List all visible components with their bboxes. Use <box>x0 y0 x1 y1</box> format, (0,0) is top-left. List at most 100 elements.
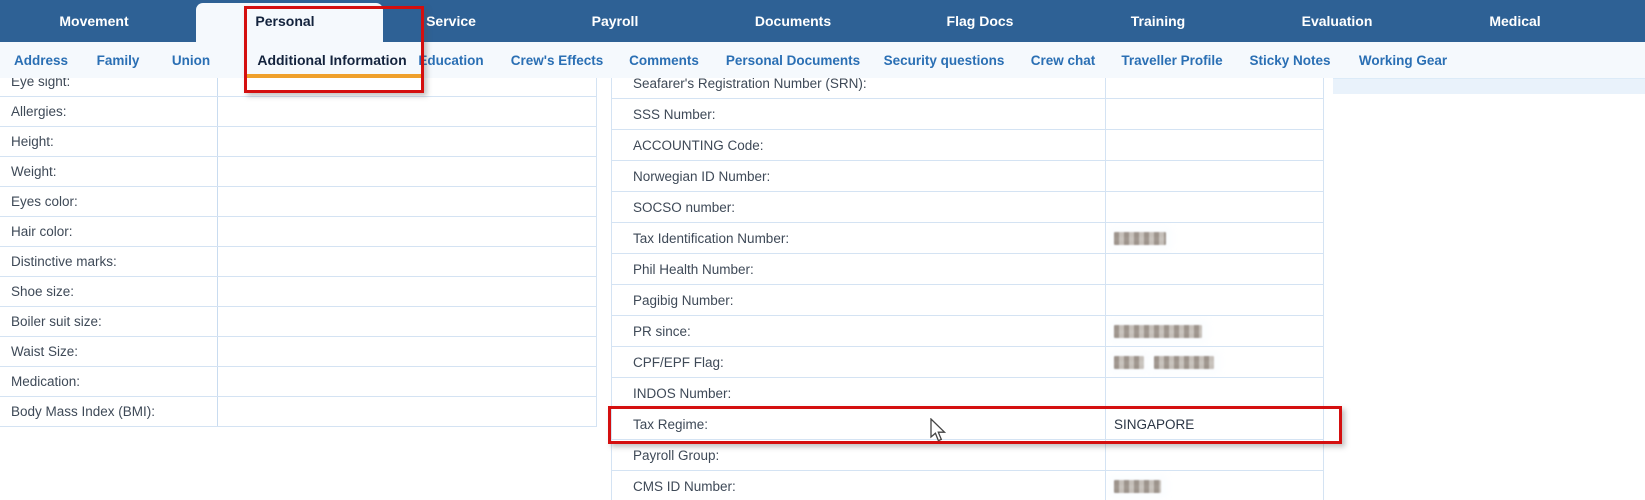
field-value-hair-color[interactable] <box>218 217 597 246</box>
field-label-text: Allergies: <box>11 104 67 119</box>
field-value-medication[interactable] <box>218 367 597 396</box>
field-value-eyes-color[interactable] <box>218 187 597 216</box>
top-tab-bar: Movement Personal Service Payroll Documents F… <box>0 0 1645 42</box>
sub-tab-education[interactable]: Education <box>418 52 484 68</box>
field-label: Allergies: <box>0 97 218 126</box>
field-label: ACCOUNTING Code: <box>612 130 1106 160</box>
sub-tab-additional-information[interactable]: Additional Information <box>257 52 407 68</box>
field-row-hair-color: Hair color: <box>0 217 597 247</box>
field-label: Boiler suit size: <box>0 307 218 336</box>
physical-attributes-panel: Eye sight: Allergies: Height: Weight: Eyes c… <box>0 67 597 427</box>
sub-tab-comments[interactable]: Comments <box>629 52 699 68</box>
field-label-text: Waist Size: <box>11 344 79 359</box>
active-tab-background <box>196 3 383 42</box>
sub-tab-security-questions[interactable]: Security questions <box>883 52 1005 68</box>
field-label-text: Hair color: <box>11 224 73 239</box>
sub-tab-working-gear[interactable]: Working Gear <box>1358 52 1448 68</box>
field-value-seafarer-s-registration-number-srn[interactable] <box>1106 68 1324 98</box>
sub-tab-address[interactable]: Address <box>13 52 69 68</box>
field-label-text: Medication: <box>11 374 81 389</box>
top-tab-documents[interactable]: Documents <box>754 13 832 29</box>
field-label-text: CMS ID Number: <box>633 478 736 494</box>
field-value-cms-id-number[interactable] <box>1106 471 1324 500</box>
field-label-text: ACCOUNTING Code: <box>633 137 764 153</box>
field-value-body-mass-index-bmi[interactable] <box>218 397 597 426</box>
field-row-allergies: Allergies: <box>0 97 597 127</box>
field-label-text: PR since: <box>633 323 691 339</box>
field-label-text: Tax Regime: <box>633 416 709 432</box>
field-label-text: SSS Number: <box>633 106 716 122</box>
field-row-weight: Weight: <box>0 157 597 187</box>
field-value-tax-regime[interactable]: SINGAPORE <box>1106 409 1324 439</box>
field-value-waist-size[interactable] <box>218 337 597 366</box>
annotation-box-personal-tab <box>244 6 424 93</box>
sub-tab-crew-chat[interactable]: Crew chat <box>1030 52 1096 68</box>
field-label: Seafarer's Registration Number (SRN): <box>612 68 1106 98</box>
field-row-waist-size: Waist Size: <box>0 337 597 367</box>
field-row-cpf-epf-flag: CPF/EPF Flag: <box>612 347 1324 378</box>
field-label-text: Norwegian ID Number: <box>633 168 771 184</box>
field-row-medication: Medication: <box>0 367 597 397</box>
field-row-tax-regime: Tax Regime: SINGAPORE <box>612 409 1324 440</box>
field-value-text: SINGAPORE <box>1114 416 1195 432</box>
field-value-accounting-code[interactable] <box>1106 130 1324 160</box>
field-row-tax-identification-number: Tax Identification Number: <box>612 223 1324 254</box>
sub-tab-family[interactable]: Family <box>96 52 140 68</box>
field-value-norwegian-id-number[interactable] <box>1106 161 1324 191</box>
field-row-pagibig-number: Pagibig Number: <box>612 285 1324 316</box>
field-label: Medication: <box>0 367 218 396</box>
field-value-distinctive-marks[interactable] <box>218 247 597 276</box>
sub-tab-personal-documents[interactable]: Personal Documents <box>725 52 861 68</box>
field-label-text: INDOS Number: <box>633 385 732 401</box>
field-value-phil-health-number[interactable] <box>1106 254 1324 284</box>
field-label-text: Distinctive marks: <box>11 254 117 269</box>
field-label-text: Phil Health Number: <box>633 261 754 277</box>
field-value-allergies[interactable] <box>218 97 597 126</box>
field-value-tax-identification-number[interactable] <box>1106 223 1324 253</box>
field-value-indos-number[interactable] <box>1106 378 1324 408</box>
field-label: Norwegian ID Number: <box>612 161 1106 191</box>
top-tab-service[interactable]: Service <box>426 13 476 29</box>
field-value-eye-sight[interactable] <box>218 67 597 96</box>
sub-tab-traveller-profile[interactable]: Traveller Profile <box>1121 52 1223 68</box>
mouse-cursor-icon <box>929 417 948 449</box>
redacted-value-patch <box>1114 355 1144 369</box>
field-value-payroll-group[interactable] <box>1106 440 1324 470</box>
field-value-weight[interactable] <box>218 157 597 186</box>
field-label-text: Shoe size: <box>11 284 75 299</box>
field-label: CPF/EPF Flag: <box>612 347 1106 377</box>
field-label-text: Height: <box>11 134 54 149</box>
field-label: SSS Number: <box>612 99 1106 129</box>
field-row-shoe-size: Shoe size: <box>0 277 597 307</box>
sub-tab-crew-s-effects[interactable]: Crew's Effects <box>510 52 604 68</box>
right-empty-panel-header <box>1333 78 1645 94</box>
field-label: Eyes color: <box>0 187 218 216</box>
field-value-socso-number[interactable] <box>1106 192 1324 222</box>
top-tab-personal[interactable]: Personal <box>255 13 315 29</box>
field-value-cpf-epf-flag[interactable] <box>1106 347 1324 377</box>
field-value-height[interactable] <box>218 127 597 156</box>
field-value-shoe-size[interactable] <box>218 277 597 306</box>
redacted-value-patch <box>1154 355 1214 369</box>
top-tab-payroll[interactable]: Payroll <box>591 13 639 29</box>
field-label-text: Weight: <box>11 164 57 179</box>
field-label: CMS ID Number: <box>612 471 1106 500</box>
field-label: Payroll Group: <box>612 440 1106 470</box>
field-label: Body Mass Index (BMI): <box>0 397 218 426</box>
top-tab-training[interactable]: Training <box>1130 13 1186 29</box>
field-label-text: Payroll Group: <box>633 447 720 463</box>
sub-tab-union[interactable]: Union <box>171 52 211 68</box>
top-tab-medical[interactable]: Medical <box>1489 13 1541 29</box>
sub-tab-sticky-notes[interactable]: Sticky Notes <box>1249 52 1331 68</box>
field-label: Hair color: <box>0 217 218 246</box>
field-row-indos-number: INDOS Number: <box>612 378 1324 409</box>
top-tab-evaluation[interactable]: Evaluation <box>1301 13 1373 29</box>
top-tab-flag-docs[interactable]: Flag Docs <box>946 13 1014 29</box>
field-value-sss-number[interactable] <box>1106 99 1324 129</box>
field-value-pr-since[interactable] <box>1106 316 1324 346</box>
field-label: PR since: <box>612 316 1106 346</box>
field-value-boiler-suit-size[interactable] <box>218 307 597 336</box>
field-value-pagibig-number[interactable] <box>1106 285 1324 315</box>
top-tab-movement[interactable]: Movement <box>59 13 129 29</box>
